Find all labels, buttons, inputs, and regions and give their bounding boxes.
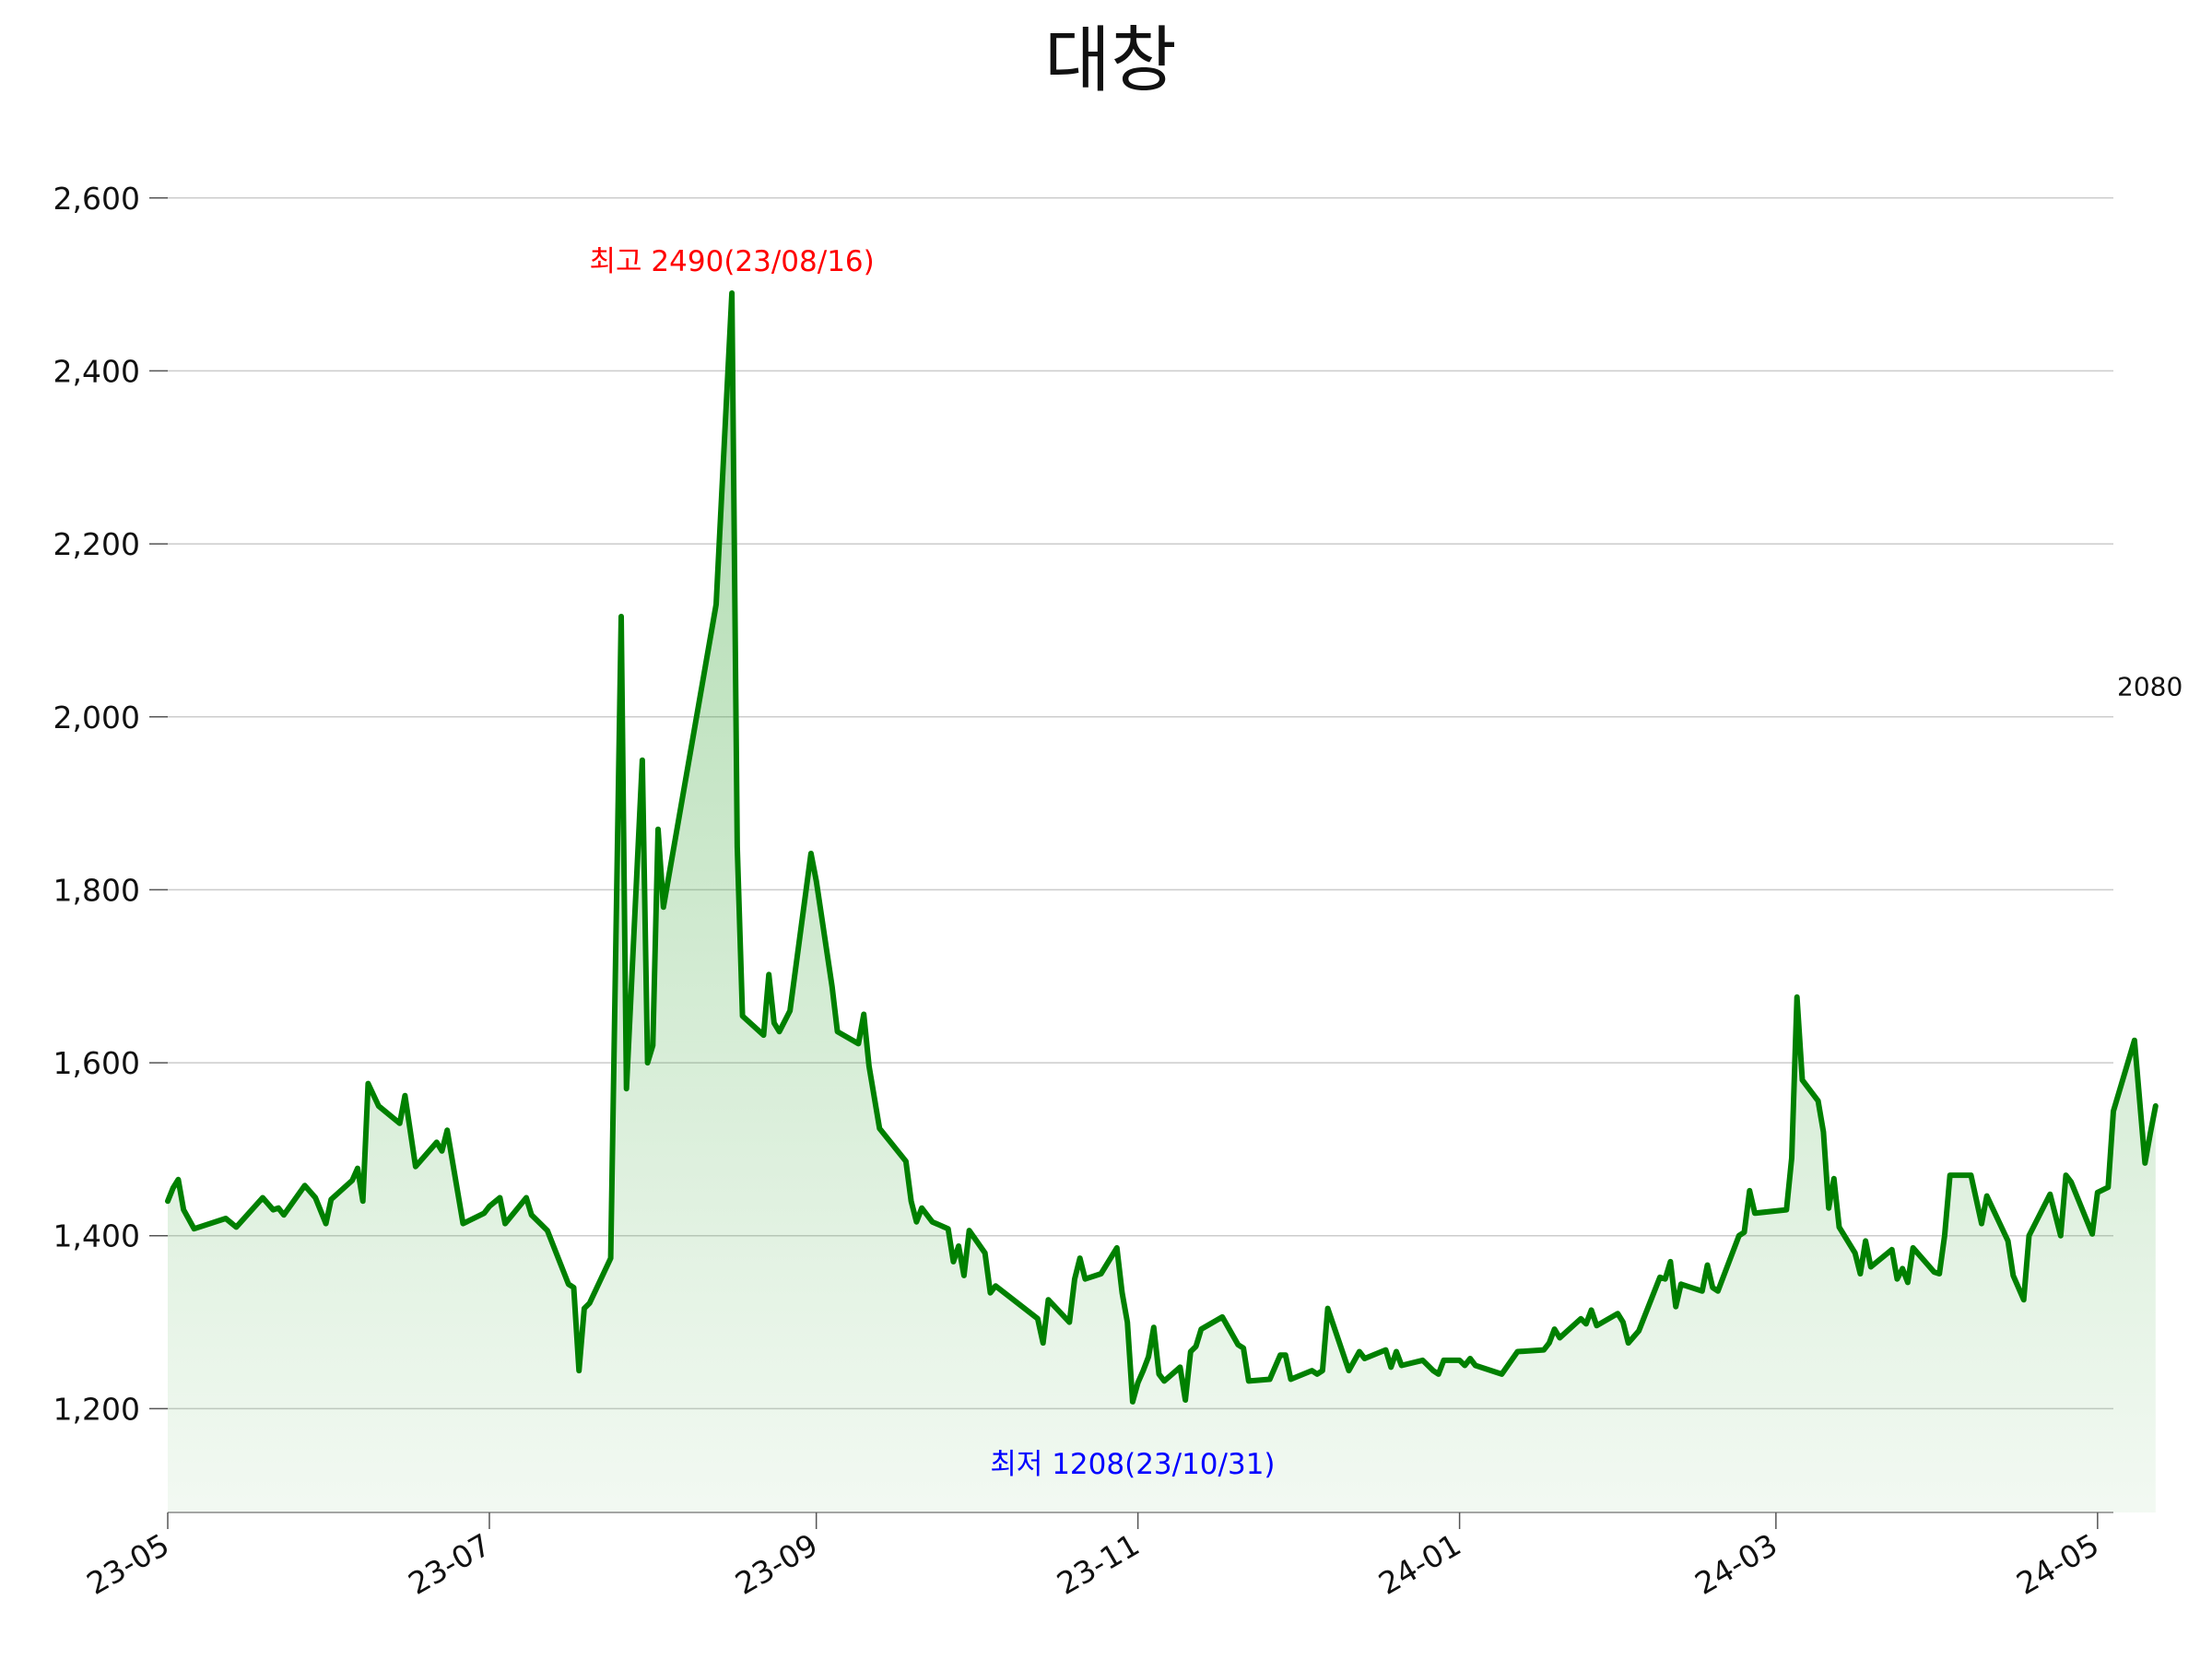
y-axis-ticks: 1,200 1,400 1,600 1,800 2,000 2,200 2,400 2,600 [53,181,168,1427]
max-annotation: 최고 2490(23/08/16) [590,245,875,278]
x-axis-ticks: 23-05 23-07 23-09 23-11 24-01 24-03 24-05 [80,1512,2105,1602]
x-tick-label: 23-11 [1051,1526,1146,1602]
y-tick-label: 2,200 [53,526,140,562]
annotations: 최고 2490(23/08/16) 최저 1208(23/10/31) 2080 [590,245,2183,1481]
y-tick-label: 2,600 [53,181,140,217]
min-annotation: 최저 1208(23/10/31) [990,1448,1275,1481]
y-tick-label: 1,600 [53,1045,140,1081]
series-line [165,290,2159,1405]
series-line-group [165,290,2159,1405]
x-tick-label: 23-09 [729,1526,824,1602]
y-tick-label: 2,400 [53,353,140,389]
x-tick-label: 23-05 [80,1526,175,1602]
y-tick-label: 1,400 [53,1218,140,1254]
y-tick-label: 1,200 [53,1391,140,1427]
y-tick-label: 1,800 [53,872,140,908]
x-tick-label: 23-07 [402,1526,497,1602]
last-value-label: 2080 [2117,672,2183,702]
x-tick-label: 24-01 [1372,1526,1467,1602]
y-tick-label: 2,000 [53,700,140,735]
x-tick-label: 24-05 [2010,1526,2105,1602]
area-fill [168,293,2156,1512]
x-tick-label: 24-03 [1688,1526,1783,1602]
chart-title: 대창 [1044,19,1177,102]
area-fill-group [168,293,2156,1512]
